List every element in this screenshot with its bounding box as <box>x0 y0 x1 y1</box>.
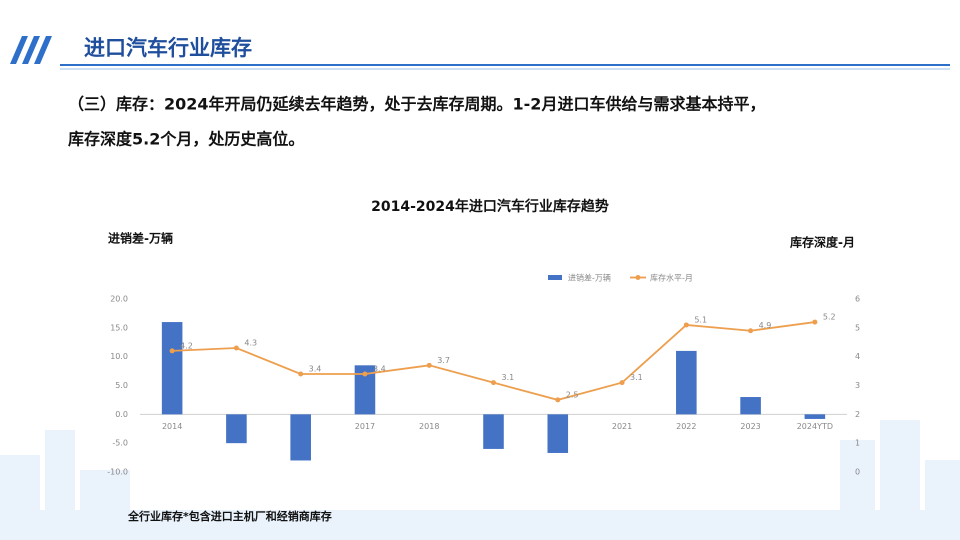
y2-tick-label: 4 <box>855 352 860 361</box>
bar <box>676 350 697 415</box>
bar <box>290 414 311 461</box>
x-tick-label: 2014 <box>162 422 182 431</box>
line-marker <box>298 371 304 377</box>
body-text: （三）库存：2024年开局仍延续去年趋势，处于去库存周期。1-2月进口车供给与需… <box>68 95 765 114</box>
line-marker <box>619 380 625 386</box>
data-label: 4.9 <box>759 321 772 330</box>
y2-tick-label: 2 <box>855 410 860 419</box>
bar <box>161 322 183 415</box>
x-tick-label: 2018 <box>419 422 439 431</box>
data-label: 5.1 <box>694 315 707 324</box>
body-text: 库存深度5.2个月，处历史高位。 <box>68 130 304 149</box>
legend-label: 进销差-万辆 <box>568 273 611 283</box>
y2-axis-title: 库存深度-月 <box>790 235 855 250</box>
y-tick-label: 5.0 <box>115 381 128 390</box>
data-label: 4.3 <box>244 339 257 348</box>
bar <box>354 365 376 415</box>
line-marker <box>683 322 689 328</box>
bar <box>483 414 504 449</box>
legend-swatch <box>548 275 562 280</box>
x-tick-label: 2022 <box>676 422 696 431</box>
line-marker <box>555 397 561 403</box>
y-tick-label: 0.0 <box>115 410 128 419</box>
line-marker <box>426 362 432 368</box>
y-tick-label: 15.0 <box>110 323 128 332</box>
x-tick-label: 2021 <box>612 422 632 431</box>
y2-tick-label: 6 <box>855 295 860 304</box>
background-city <box>0 420 960 540</box>
bar <box>226 414 247 444</box>
y-tick-label: 20.0 <box>110 295 128 304</box>
y-tick-label: -5.0 <box>112 439 128 448</box>
x-tick-label: 2023 <box>740 422 760 431</box>
y-axis-title: 进销差-万辆 <box>108 231 173 246</box>
line-marker <box>362 371 368 377</box>
y2-tick-label: 5 <box>855 323 860 332</box>
data-label: 5.2 <box>823 313 836 322</box>
y2-tick-label: 1 <box>855 439 860 448</box>
x-tick-label: 2024YTD <box>797 422 833 431</box>
data-label: 3.4 <box>309 364 322 373</box>
line <box>172 321 815 401</box>
header-title: 进口汽车行业库存 <box>84 36 252 60</box>
legend-swatch <box>635 275 641 280</box>
data-label: 3.1 <box>630 373 643 382</box>
bar <box>740 397 761 415</box>
chart-title: 2014-2024年进口汽车行业库存趋势 <box>371 198 609 215</box>
footnote: 全行业库存*包含进口主机厂和经销商库存 <box>127 509 332 523</box>
line-marker <box>748 328 754 334</box>
y2-tick-label: 3 <box>855 381 860 390</box>
line-marker <box>812 319 818 325</box>
line-marker <box>491 380 496 386</box>
header-icon <box>10 36 52 64</box>
y-tick-label: -10.0 <box>107 468 128 477</box>
line-marker <box>169 348 175 354</box>
line-marker <box>233 345 239 351</box>
data-label: 2.5 <box>566 390 579 399</box>
data-label: 4.2 <box>180 341 193 350</box>
y2-tick-label: 0 <box>855 468 860 477</box>
bar <box>547 414 569 453</box>
bar <box>804 414 826 419</box>
data-label: 3.1 <box>502 373 515 382</box>
y-tick-label: 10.0 <box>110 352 128 361</box>
data-label: 3.7 <box>437 356 450 365</box>
x-tick-label: 2017 <box>355 422 375 431</box>
legend-label: 库存水平-月 <box>650 273 693 283</box>
data-label: 3.4 <box>373 364 386 373</box>
